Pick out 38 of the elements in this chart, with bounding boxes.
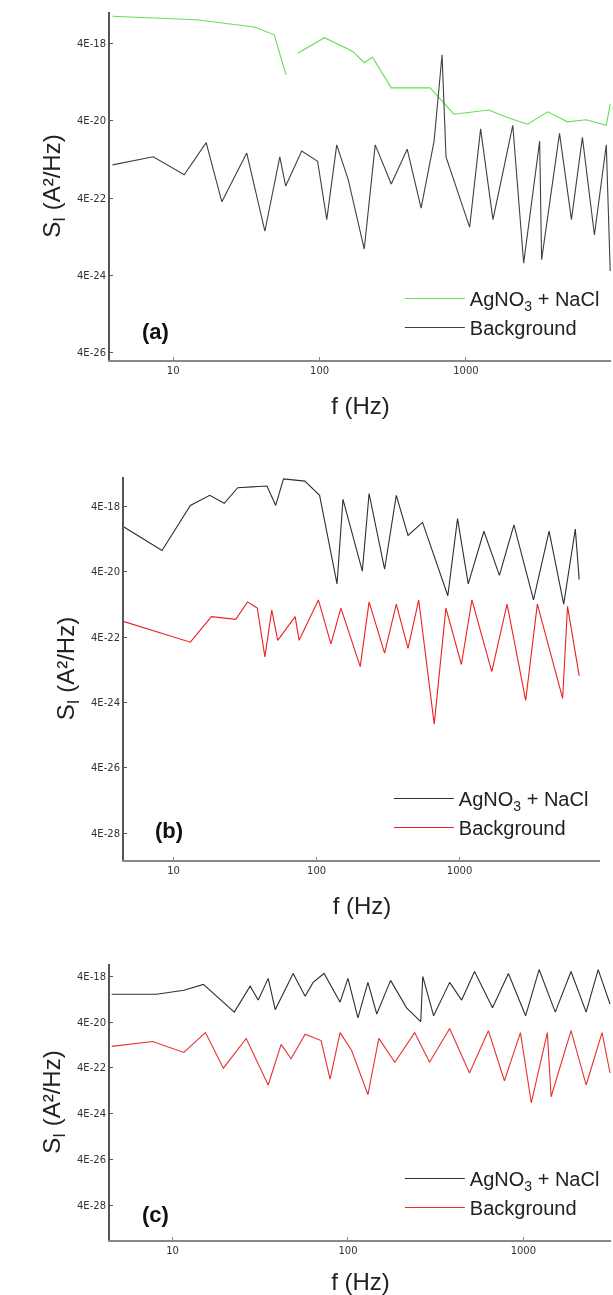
y-tick-label: 4E-24	[76, 269, 106, 281]
y-tick-label: 4E-26	[76, 1153, 106, 1165]
x-tick-label: 10	[166, 1245, 179, 1256]
annotation: (c)	[142, 1202, 169, 1227]
legend-label: AgNO$_{3}$ + NaCl	[458, 788, 589, 814]
x-tick-label: 1000	[510, 1245, 537, 1256]
x-tick-label: 100	[310, 365, 330, 376]
legend-label: AgNO$_{3}$ + NaCl	[469, 1168, 600, 1194]
y-tick-label: 4E-22	[76, 1062, 106, 1074]
x-axis-title: f (Hz)	[331, 391, 390, 419]
y-tick-label: 4E-28	[90, 827, 120, 839]
y-tick-label: 4E-24	[90, 696, 120, 708]
y-tick-label: 4E-20	[76, 115, 106, 127]
x-tick-label: 1000	[446, 865, 473, 876]
legend-label: AgNO$_{3}$ + NaCl	[469, 288, 600, 314]
y-tick-label: 4E-26	[90, 762, 120, 774]
y-tick-label: 4E-20	[76, 1016, 106, 1028]
y-tick-label: 4E-18	[90, 500, 120, 512]
annotation: (a)	[142, 319, 169, 344]
y-tick-label: 4E-18	[76, 38, 106, 50]
legend-label: Background	[469, 317, 577, 340]
y-tick-label: 4E-22	[90, 631, 120, 643]
x-tick-label: 10	[167, 865, 180, 876]
y-tick-label: 4E-28	[76, 1199, 106, 1211]
y-tick-label: 4E-26	[76, 346, 106, 358]
legend-label: Background	[469, 1197, 577, 1220]
legend-label: Background	[458, 817, 566, 840]
x-tick-label: 1000	[453, 365, 479, 376]
x-tick-label: 100	[307, 865, 327, 876]
x-tick-label: 100	[338, 1245, 358, 1256]
y-tick-label: 4E-22	[76, 192, 106, 204]
y-tick-label: 4E-20	[90, 566, 120, 578]
x-tick-label: 10	[166, 365, 180, 376]
annotation: (b)	[155, 818, 184, 843]
x-axis-title: f (Hz)	[331, 1268, 390, 1295]
y-tick-label: 4E-18	[76, 970, 106, 982]
y-tick-label: 4E-24	[76, 1108, 106, 1120]
x-axis-title: f (Hz)	[332, 891, 392, 919]
